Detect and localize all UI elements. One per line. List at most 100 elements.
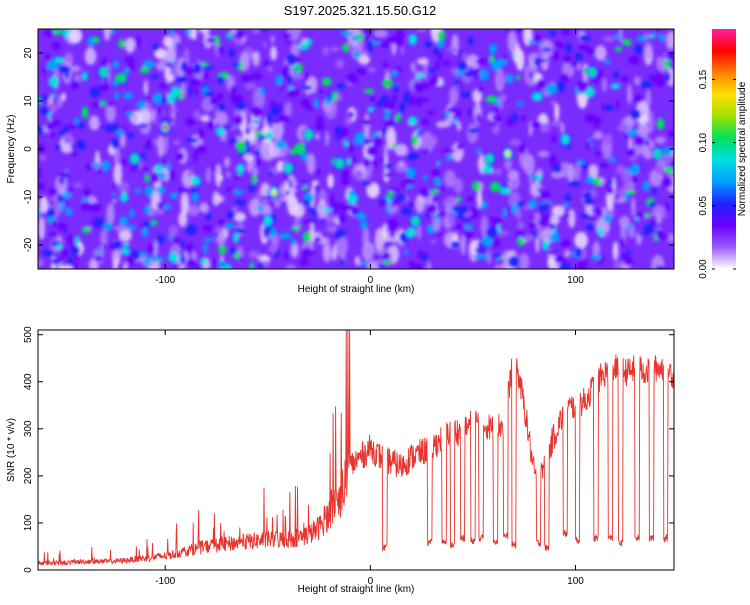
heatmap-blob [320, 217, 326, 223]
heatmap-blob [634, 44, 644, 56]
heatmap-blob [329, 46, 340, 52]
heatmap-texture-cell [285, 264, 296, 269]
heatmap-texture-cell [456, 121, 462, 132]
heatmap-blob [293, 222, 302, 228]
heatmap-blob [367, 67, 376, 73]
heatmap-blob [222, 124, 232, 131]
heatmap-blob [456, 195, 462, 203]
heatmap-texture-cell [103, 29, 111, 41]
heatmap-blob [153, 92, 162, 105]
heatmap-blob [156, 257, 165, 262]
heatmap-blob [328, 91, 333, 101]
heatmap-blob [210, 258, 217, 269]
heatmap-blob [90, 202, 102, 213]
heatmap-blob [48, 75, 59, 88]
heatmap-blob [76, 139, 86, 151]
heatmap-blob [615, 165, 626, 175]
heatmap-blob [454, 110, 463, 118]
heatmap-blob [123, 67, 130, 75]
heatmap-blob [337, 212, 346, 224]
heatmap-blob [654, 165, 665, 175]
heatmap-blob [638, 232, 643, 237]
heatmap-blob [59, 65, 71, 75]
heatmap-blob [488, 43, 497, 54]
heatmap-blob [190, 188, 199, 195]
heatmap-blob [400, 180, 406, 190]
heatmap-blob [268, 243, 278, 254]
heatmap-blob [665, 51, 674, 61]
heatmap-texture-cell [54, 175, 68, 195]
heatmap-blob [362, 181, 373, 187]
heatmap-blob [561, 255, 567, 264]
heatmap-blob [199, 258, 208, 265]
heatmap-blob [668, 130, 674, 138]
heatmap-blob [175, 42, 181, 47]
heatmap-blob [205, 212, 212, 221]
heatmap-texture-cell [518, 253, 530, 269]
heatmap-blob [168, 225, 179, 237]
heatmap-blob [550, 29, 556, 37]
heatmap-blob [209, 97, 218, 106]
heatmap-blob [258, 260, 264, 269]
colorbar-label: Normalized spectral amplitude [737, 81, 748, 216]
heatmap-texture-cell [394, 143, 408, 157]
heatmap-texture-cell [118, 229, 132, 242]
heatmap-blob [536, 58, 548, 63]
heatmap-blob [401, 206, 412, 216]
heatmap-blob [609, 157, 617, 163]
heatmap-blob [529, 215, 536, 221]
heatmap-blob [623, 257, 634, 266]
heatmap-blob [443, 198, 454, 204]
heatmap-blob [310, 211, 320, 216]
heatmap-blob [516, 221, 525, 230]
heatmap-blob [625, 190, 636, 195]
heatmap-blob [382, 252, 392, 259]
snr-background [38, 330, 674, 570]
heatmap-blob [206, 202, 215, 207]
heatmap-blob [576, 80, 589, 93]
heatmap-blob [387, 218, 399, 230]
heatmap-hotspot [505, 150, 511, 157]
snr-xlabel: Height of straight line (km) [298, 584, 415, 595]
heatmap-blob [537, 187, 542, 193]
heatmap-blob [380, 41, 390, 48]
heatmap-blob [158, 172, 168, 180]
heatmap-blob [491, 238, 501, 248]
heatmap-blob [436, 161, 441, 166]
heatmap-ytick-label: -10 [23, 189, 34, 204]
heatmap-blob [535, 173, 542, 184]
snr-xtick-label: 100 [567, 576, 584, 587]
heatmap-blob [286, 53, 297, 66]
heatmap-blob [643, 224, 650, 236]
heatmap-blob [190, 176, 201, 186]
heatmap-blob [604, 59, 611, 65]
heatmap-blob [399, 243, 405, 248]
heatmap-blob [294, 143, 306, 155]
heatmap-texture-cell [539, 231, 545, 240]
heatmap-hotspot [271, 189, 277, 196]
colorbar-ticks: 0.00 0.05 0.10 0.15 [698, 69, 736, 279]
heatmap-blob [492, 253, 503, 259]
heatmap-blob [226, 211, 236, 219]
heatmap-blob [621, 171, 633, 184]
heatmap-blob [487, 217, 498, 222]
heatmap-blob [301, 85, 313, 91]
heatmap-blob [372, 135, 383, 147]
heatmap-blob [41, 97, 48, 103]
heatmap-blob [217, 219, 226, 225]
heatmap-blob [336, 83, 346, 89]
heatmap-blob [187, 252, 195, 260]
heatmap-blob [509, 138, 521, 146]
heatmap-blob [626, 250, 631, 257]
heatmap-blob [53, 29, 62, 36]
heatmap-blob [370, 94, 376, 103]
heatmap-blob [497, 230, 509, 236]
heatmap-blob [367, 106, 375, 113]
heatmap-blob [229, 247, 237, 255]
heatmap-blob [316, 116, 323, 124]
heatmap-blob [383, 61, 388, 70]
snr-ytick-label: 0 [23, 567, 34, 573]
heatmap-blob [300, 152, 309, 162]
heatmap-blob [575, 159, 585, 165]
heatmap-blob [201, 61, 209, 66]
